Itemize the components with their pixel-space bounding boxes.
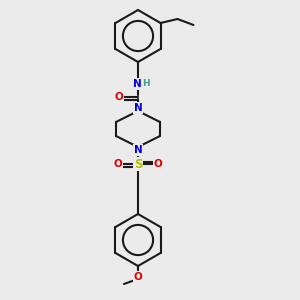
Text: O: O — [134, 272, 142, 282]
Text: H: H — [142, 79, 150, 88]
Text: N: N — [134, 145, 142, 155]
Text: O: O — [114, 159, 122, 169]
Text: S: S — [134, 158, 142, 170]
Text: O: O — [115, 92, 123, 102]
Text: N: N — [134, 103, 142, 113]
Text: O: O — [154, 159, 162, 169]
Text: N: N — [133, 79, 141, 89]
